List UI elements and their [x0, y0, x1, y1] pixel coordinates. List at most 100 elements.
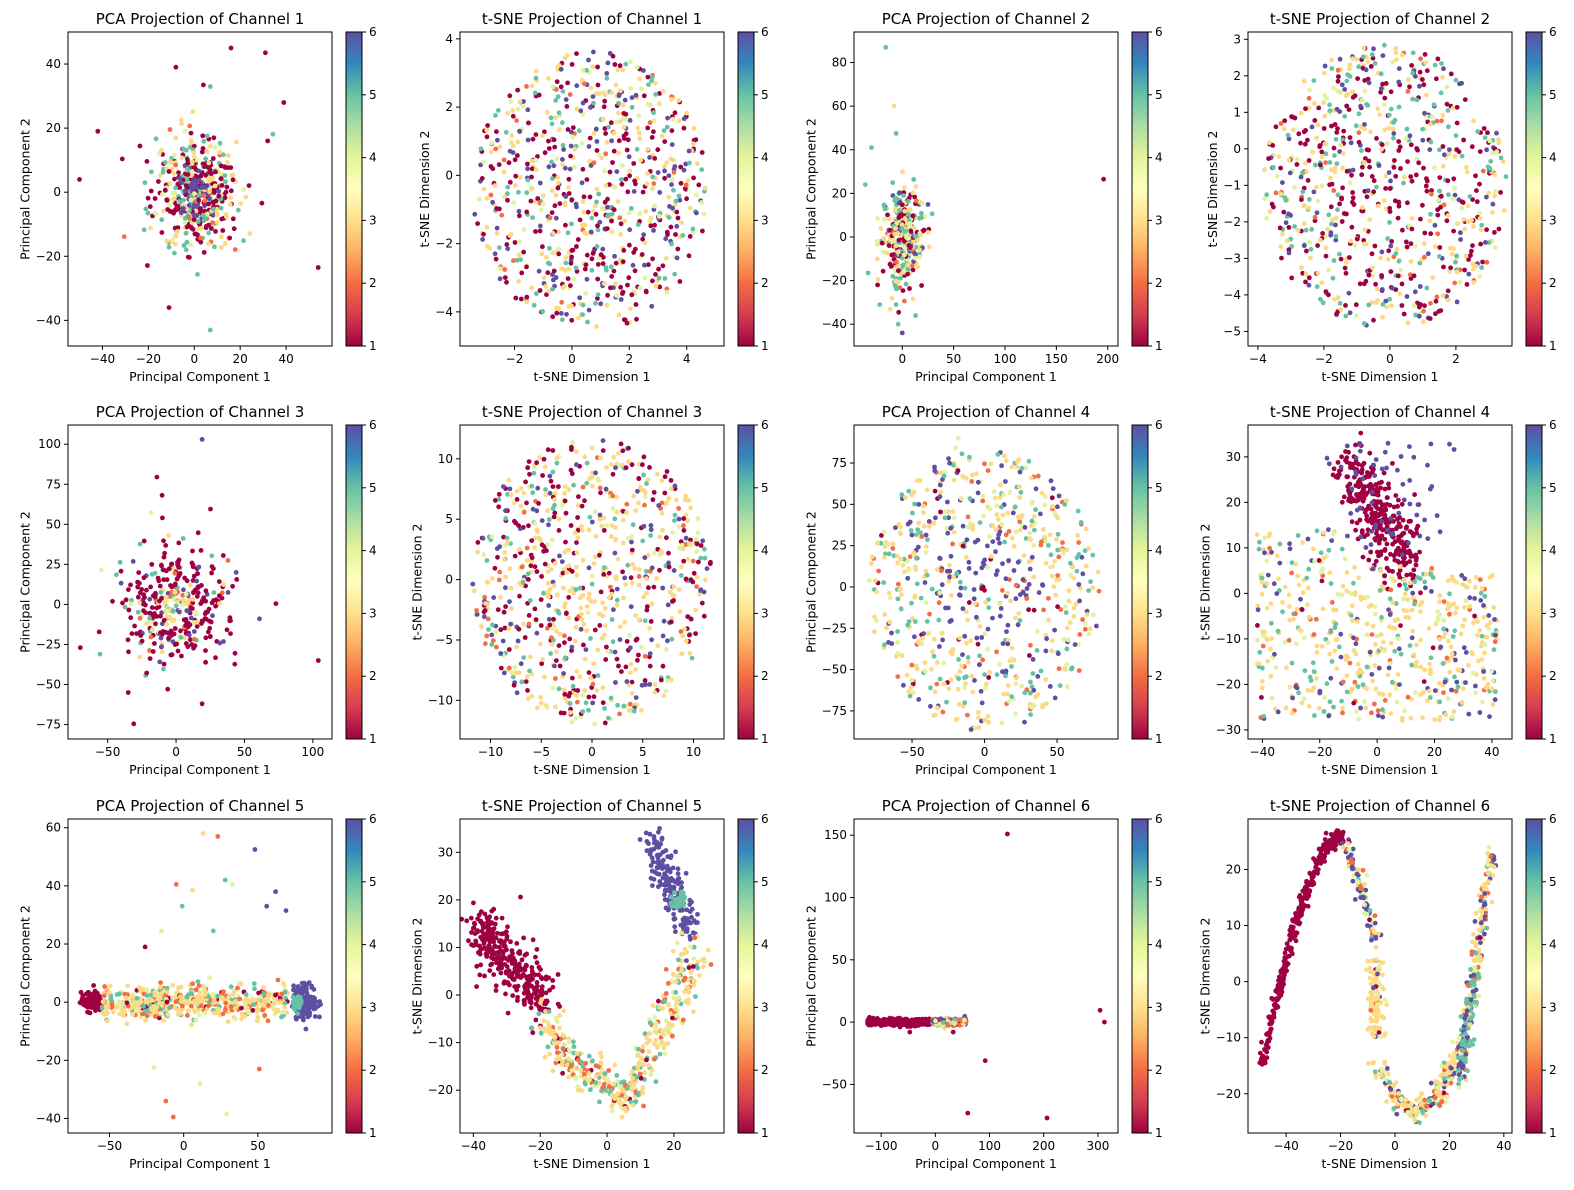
- data-point: [1440, 74, 1445, 80]
- data-point: [193, 610, 199, 615]
- colorbar-tick-label: 6: [761, 25, 769, 39]
- data-point: [619, 463, 625, 468]
- data-point: [968, 638, 974, 644]
- data-point: [941, 473, 947, 479]
- data-point: [1404, 524, 1409, 530]
- plot-frame: [853, 424, 1119, 740]
- data-point: [1438, 308, 1444, 313]
- data-point: [968, 727, 974, 732]
- data-point: [191, 150, 197, 156]
- data-point: [670, 530, 675, 535]
- data-point: [560, 585, 566, 591]
- data-point: [488, 149, 494, 155]
- data-point: [212, 183, 218, 189]
- data-point: [664, 535, 669, 541]
- data-point: [645, 101, 651, 107]
- data-point: [1076, 582, 1082, 587]
- data-point: [539, 518, 545, 523]
- data-point: [669, 182, 674, 188]
- data-point: [984, 564, 990, 570]
- data-point: [196, 197, 202, 203]
- data-point: [1404, 136, 1409, 142]
- data-point: [1467, 595, 1473, 601]
- data-point: [621, 133, 627, 139]
- data-point: [1312, 118, 1318, 123]
- data-point: [1379, 287, 1385, 292]
- data-point: [985, 543, 990, 549]
- data-point: [1463, 164, 1469, 170]
- data-point: [559, 299, 565, 305]
- data-point: [212, 244, 217, 250]
- data-point: [1331, 108, 1336, 113]
- data-point: [994, 649, 999, 655]
- data-point: [1306, 95, 1312, 101]
- data-point: [629, 679, 635, 685]
- data-point: [1368, 129, 1373, 135]
- data-point: [173, 64, 179, 70]
- data-point: [581, 194, 587, 200]
- data-point: [649, 637, 654, 643]
- data-point: [1446, 124, 1451, 130]
- data-point: [569, 444, 574, 450]
- data-point: [678, 629, 684, 634]
- data-point: [1447, 669, 1453, 675]
- data-point: [875, 216, 880, 222]
- data-point: [601, 572, 607, 577]
- data-point: [554, 79, 560, 85]
- data-point: [567, 166, 573, 172]
- data-point: [1291, 616, 1296, 622]
- data-point: [537, 228, 543, 234]
- data-point: [1386, 125, 1392, 131]
- data-point: [1470, 197, 1475, 203]
- data-point: [895, 560, 901, 566]
- data-point: [144, 621, 150, 626]
- data-point: [974, 614, 979, 620]
- data-point: [575, 699, 580, 705]
- data-point: [893, 208, 899, 213]
- data-point: [1409, 226, 1415, 232]
- data-point: [634, 64, 640, 70]
- data-point: [574, 540, 579, 545]
- data-point: [498, 665, 504, 671]
- data-point: [997, 661, 1003, 667]
- data-point: [1372, 61, 1378, 66]
- data-point: [656, 503, 662, 508]
- data-point: [1413, 73, 1418, 79]
- data-point: [1333, 233, 1339, 239]
- data-point: [1332, 153, 1337, 159]
- data-point: [570, 134, 576, 140]
- data-point: [569, 317, 575, 323]
- data-point: [538, 641, 543, 647]
- data-point: [595, 82, 601, 88]
- data-point: [601, 281, 607, 286]
- data-point: [178, 210, 184, 216]
- data-point: [995, 536, 1001, 541]
- data-point: [978, 688, 984, 694]
- data-point: [1396, 560, 1402, 566]
- data-point: [1029, 554, 1035, 560]
- data-point: [541, 548, 546, 554]
- data-point: [1309, 124, 1315, 130]
- data-point: [581, 642, 586, 648]
- data-point: [216, 601, 222, 606]
- data-point: [1407, 84, 1412, 90]
- y-tick-label: −75: [36, 718, 61, 732]
- data-point: [147, 656, 153, 661]
- data-point: [543, 487, 548, 492]
- data-point: [979, 565, 985, 571]
- data-point: [497, 144, 503, 150]
- data-point: [547, 622, 553, 628]
- data-point: [618, 441, 624, 447]
- data-point: [896, 581, 901, 587]
- data-point: [540, 309, 546, 314]
- data-point: [915, 544, 921, 550]
- data-point: [533, 132, 539, 138]
- data-point: [1284, 238, 1290, 244]
- data-point: [538, 223, 543, 229]
- data-point: [672, 483, 678, 489]
- data-point: [1009, 664, 1014, 669]
- data-point: [691, 175, 696, 181]
- data-point: [1428, 139, 1434, 145]
- data-point: [1071, 575, 1077, 581]
- data-point: [545, 542, 551, 548]
